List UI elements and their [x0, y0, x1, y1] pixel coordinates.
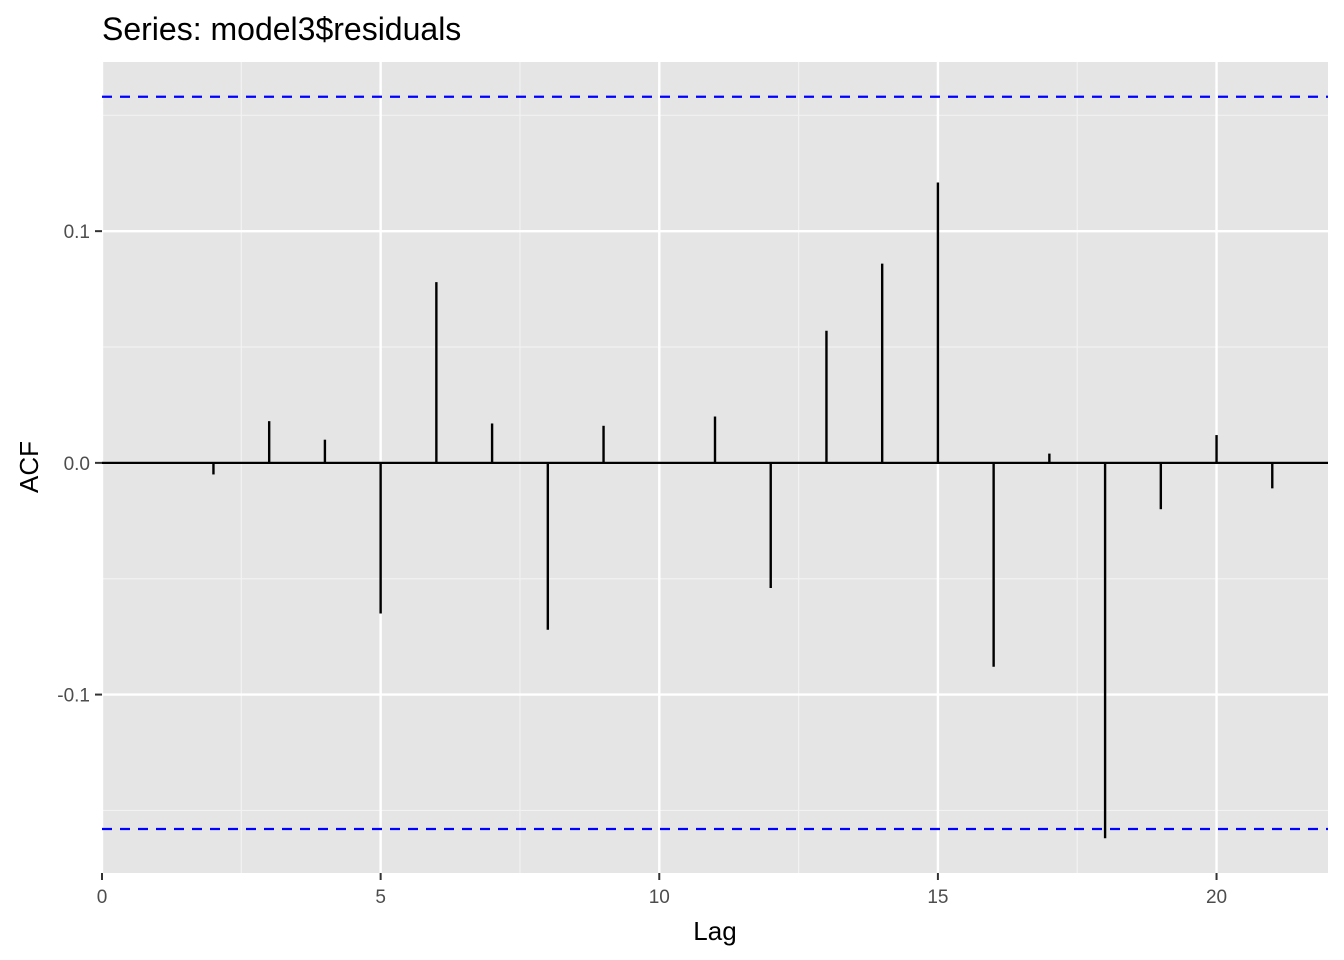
x-tick-label: 15 — [927, 887, 948, 908]
x-tick-label: 20 — [1206, 887, 1227, 908]
y-axis-title: ACF — [14, 441, 44, 493]
chart-title: Series: model3$residuals — [102, 11, 461, 47]
acf-segments — [212, 182, 1274, 839]
x-tick-label: 5 — [375, 887, 386, 908]
confidence-bounds — [102, 95, 1328, 831]
x-tick-label: 0 — [97, 887, 108, 908]
x-axis-title: Lag — [693, 916, 736, 946]
y-tick-label: 0.1 — [64, 222, 90, 243]
plot-panel — [102, 62, 1328, 873]
x-axis-ticks: 0 5 10 15 20 — [97, 873, 1227, 908]
y-tick-label: -0.1 — [57, 686, 90, 707]
x-tick-label: 10 — [649, 887, 670, 908]
y-tick-label: 0.0 — [64, 454, 90, 475]
y-axis-ticks: -0.1 0.0 0.1 — [57, 222, 102, 707]
